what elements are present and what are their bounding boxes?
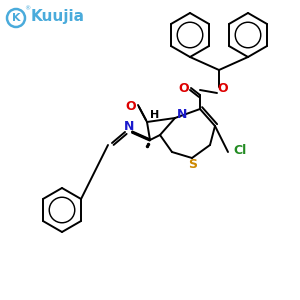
Text: O: O: [218, 82, 228, 94]
Text: N: N: [124, 121, 134, 134]
Text: N: N: [177, 109, 187, 122]
Text: ®: ®: [24, 7, 30, 11]
Text: K: K: [12, 13, 20, 23]
Text: O: O: [179, 82, 189, 94]
Text: Kuujia: Kuujia: [31, 10, 85, 25]
Text: Cl: Cl: [233, 145, 247, 158]
Polygon shape: [132, 131, 150, 141]
Text: O: O: [126, 100, 136, 112]
Text: S: S: [188, 158, 197, 172]
Text: H: H: [150, 110, 160, 120]
